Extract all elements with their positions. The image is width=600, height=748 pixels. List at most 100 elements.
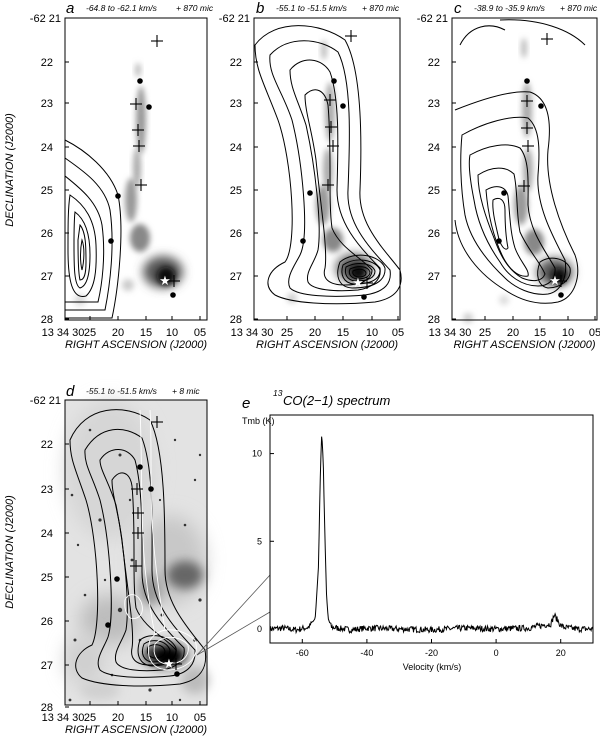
spectrum-title-superscript: 13 [273,388,283,398]
star-marker: ★ [159,274,171,289]
cross-marker [132,124,144,136]
band-label-c: + 870 mic [560,3,598,13]
cross-marker [151,35,163,47]
spectrum-line [269,436,594,635]
velocity-range-c: -38.9 to -35.9 km/s [474,3,546,13]
cross-marker [170,658,182,670]
spectrum-x-tick-label: -20 [425,648,438,658]
spectrum-y-tick-label: 0 [257,624,262,634]
co-contours-c [454,19,586,304]
dot-marker [115,193,121,199]
ra-tick-label: 20 [112,712,124,724]
dot-marker [558,292,564,298]
ra-tick-label: 20 [507,327,519,339]
dec-tick-label: 28 [41,702,53,714]
cross-marker [132,507,144,519]
dec-tick-label: 25 [41,185,53,197]
dec-tick-label: 27 [41,660,53,672]
dot-marker [146,104,152,110]
spectrum-x-tick-label: -40 [360,648,373,658]
ra-axis-label: RIGHT ASCENSION (J2000) [256,339,398,351]
dot-marker [538,103,544,109]
cross-marker [361,277,373,289]
dec-tick-label: 27 [428,271,440,283]
co-contours-d [69,409,207,687]
ra-tick-label: 20 [112,327,124,339]
cross-marker [132,527,144,539]
cross-marker [324,94,336,106]
dec-axis-label: DECLINATION (J2000) [4,113,16,227]
cross-marker [327,140,339,152]
dec-tick-label: 28 [230,314,242,326]
spectrum-y-tick-label: 5 [257,536,262,546]
dot-marker [307,190,313,196]
cross-marker [521,95,533,107]
ra-tick-label: 25 [281,327,293,339]
dot-marker [524,78,530,84]
ra-axis-label: RIGHT ASCENSION (J2000) [453,339,595,351]
spectrum-x-axis-label: Velocity (km/s) [403,662,462,672]
dot-marker [501,190,507,196]
spectrum-x-tick-label: 20 [556,648,566,658]
spectrum-y-ticks: 0 5 10 [252,449,274,634]
dec-tick-label: 25 [41,572,53,584]
velocity-range-b: -55.1 to -51.5 km/s [276,3,348,13]
dec-tick-label: 23 [41,98,53,110]
ra-tick-label: 10 [562,327,574,339]
band-label-a: + 870 mic [176,3,214,13]
cross-marker [522,140,534,152]
dot-marker [170,292,176,298]
ra-first-label: 13 34 30 [42,712,85,724]
panel-d: d -55.1 to -51.5 km/s + 8 mic [64,383,209,706]
star-marker: ★ [549,274,561,289]
dot-marker [340,103,346,109]
dot-marker [331,78,337,84]
spectrum-y-axis-label: Tmb (K) [242,416,275,426]
dec-tick-label: 22 [230,57,242,69]
dec-tick-label: 24 [41,528,53,540]
ra-tick-label: 15 [140,327,152,339]
source-markers-a: ★ [108,35,180,298]
panel-b: b -55.1 to -51.5 km/s + 870 mic [253,0,402,321]
ra-tick-label: 10 [366,327,378,339]
dec-tick-label: 25 [230,185,242,197]
ra-first-label: 13 34 30 [429,327,472,339]
ra-tick-label: 15 [337,327,349,339]
dec-top-label: -62 21 [219,13,250,25]
spectrum-frame [269,414,594,644]
panel-e-spectrum: e 13 CO(2−1) spectrum Tmb (K) Velocity (… [242,388,594,672]
grayscale-8mic-d [65,400,209,705]
dec-top-label: -62 21 [30,395,61,407]
spectrum-x-tick-label: 0 [494,648,499,658]
ra-tick-label: 20 [309,327,321,339]
ra-axis-label: RIGHT ASCENSION (J2000) [65,339,207,351]
panel-letter-c: c [454,0,462,17]
dec-tick-label: 24 [230,142,242,154]
ra-tick-label: 05 [392,327,404,339]
frame-d [64,399,208,706]
dec-tick-label: 23 [230,98,242,110]
velocity-range-a: -64.8 to -62.1 km/s [86,3,158,13]
panel-letter-e: e [242,395,250,412]
panel-a: a -64.8 to -62.1 km/s + 870 mic [64,0,214,321]
dot-marker [137,464,143,470]
cross-marker [322,179,334,191]
dec-tick-label: 22 [41,57,53,69]
dec-tick-label: 28 [428,314,440,326]
dot-marker [174,671,180,677]
cross-marker [541,33,553,45]
cross-marker [521,122,533,134]
cross-marker [151,416,163,428]
panel-c: c -38.9 to -35.9 km/s + 870 mic [451,0,598,323]
dec-top-label: -62 21 [417,13,448,25]
band-label-d: + 8 mic [172,386,200,396]
dot-marker [148,486,154,492]
ra-tick-label: 05 [194,327,206,339]
dec-tick-label: 24 [428,142,440,154]
dec-tick-label: 23 [428,98,440,110]
co-contours-a [64,139,122,319]
dot-marker [361,294,367,300]
